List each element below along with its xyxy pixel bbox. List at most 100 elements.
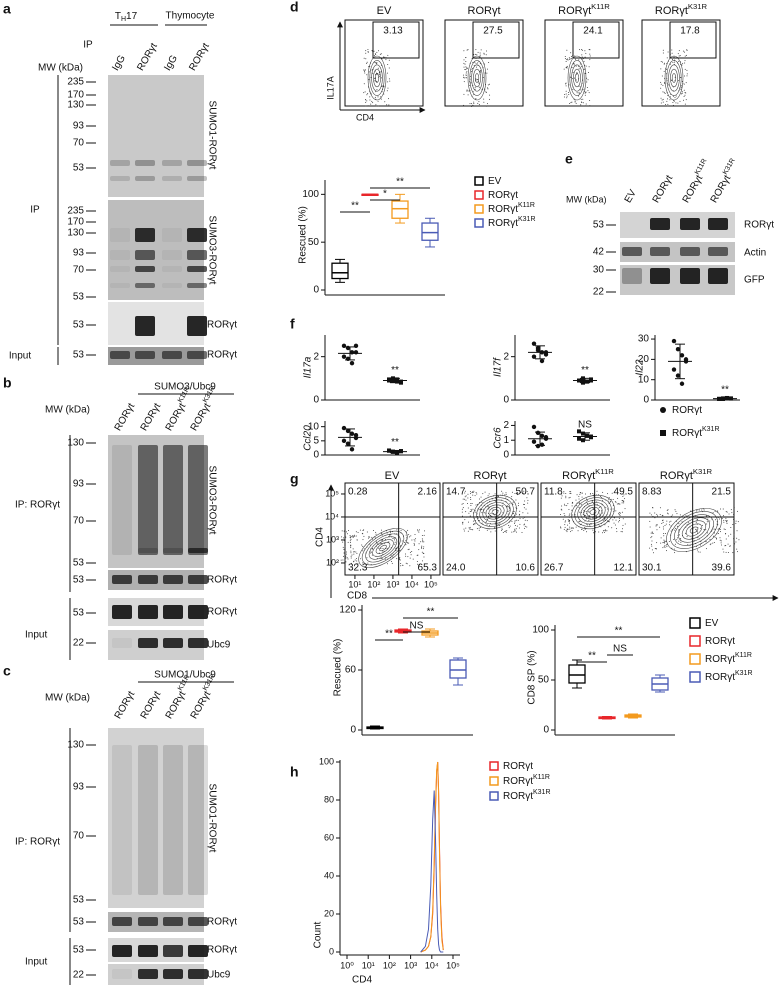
event-dot	[367, 562, 369, 564]
event-dot	[478, 527, 480, 529]
event-dot	[571, 509, 573, 511]
event-dot	[679, 100, 681, 102]
event-dot	[592, 492, 594, 494]
event-dot	[624, 508, 626, 510]
event-dot	[683, 96, 685, 98]
event-dot	[481, 501, 483, 503]
event-dot	[381, 558, 383, 560]
event-dot	[472, 84, 474, 86]
event-dot	[526, 491, 528, 493]
legend-marker	[660, 407, 666, 413]
event-dot	[663, 546, 665, 548]
event-dot	[570, 102, 572, 104]
event-dot	[353, 551, 355, 553]
event-dot	[485, 91, 487, 93]
contour	[365, 533, 401, 563]
event-dot	[702, 508, 704, 510]
event-dot	[477, 509, 479, 511]
gate	[669, 21, 717, 59]
event-dot	[494, 522, 496, 524]
event-dot	[668, 540, 670, 542]
event-dot	[479, 52, 481, 54]
band	[112, 969, 132, 979]
event-dot	[378, 76, 380, 78]
event-dot	[566, 59, 568, 61]
label-part: K31R	[688, 2, 708, 11]
blot-label: SUMO1-RORγt	[206, 784, 217, 853]
event-dot	[345, 555, 347, 557]
event-dot	[388, 59, 390, 61]
event-dot	[618, 513, 620, 515]
event-dot	[461, 511, 463, 513]
event-dot	[729, 545, 731, 547]
legend-label: RORγtK11R	[488, 202, 535, 215]
event-dot	[387, 54, 389, 56]
band	[163, 917, 183, 926]
event-dot	[565, 61, 567, 63]
data-point	[683, 357, 689, 362]
event-dot	[618, 503, 620, 505]
band	[188, 445, 208, 555]
event-dot	[685, 92, 687, 94]
event-dot	[686, 75, 688, 77]
event-dot	[478, 61, 480, 63]
event-dot	[492, 509, 494, 511]
event-dot	[564, 514, 566, 516]
contour	[589, 509, 597, 515]
contour	[681, 520, 707, 540]
event-dot	[463, 81, 465, 83]
event-dot	[381, 58, 383, 60]
group-label: Thymocyte	[166, 11, 215, 22]
band	[187, 250, 207, 260]
label-part: EV	[488, 176, 502, 187]
band	[112, 638, 132, 648]
event-dot	[352, 536, 354, 538]
event-dot	[355, 557, 357, 559]
event-dot	[371, 554, 373, 556]
event-dot	[347, 541, 349, 543]
event-dot	[582, 98, 584, 100]
event-dot	[712, 512, 714, 514]
band	[112, 917, 132, 926]
event-dot	[663, 535, 665, 537]
event-dot	[595, 517, 597, 519]
event-dot	[667, 509, 669, 511]
band	[188, 745, 208, 895]
event-dot	[674, 527, 676, 529]
event-dot	[401, 540, 403, 542]
event-dot	[730, 533, 732, 535]
event-dot	[681, 92, 683, 94]
event-dot	[423, 534, 425, 536]
event-dot	[377, 96, 379, 98]
event-dot	[511, 520, 513, 522]
event-dot	[519, 518, 521, 520]
event-dot	[470, 69, 472, 71]
event-dot	[490, 512, 492, 514]
label-part: RORγt	[708, 173, 733, 205]
event-dot	[370, 69, 372, 71]
event-dot	[479, 501, 481, 503]
event-dot	[725, 551, 727, 553]
event-dot	[465, 495, 467, 497]
band	[188, 969, 208, 979]
event-dot	[350, 562, 352, 564]
event-dot	[391, 562, 393, 564]
event-dot	[471, 95, 473, 97]
event-dot	[522, 517, 524, 519]
event-dot	[477, 508, 479, 510]
event-dot	[722, 548, 724, 550]
event-dot	[377, 67, 379, 69]
event-dot	[666, 544, 668, 546]
event-dot	[388, 536, 390, 538]
significance-label: **	[396, 177, 404, 188]
event-dot	[588, 92, 590, 94]
event-dot	[372, 538, 374, 540]
event-dot	[468, 90, 470, 92]
event-dot	[583, 506, 585, 508]
x-tick-label: 10²	[383, 960, 396, 970]
event-dot	[423, 541, 425, 543]
event-dot	[474, 61, 476, 63]
event-dot	[471, 491, 473, 493]
plot-title: RORγtK11R	[562, 467, 614, 482]
event-dot	[463, 74, 465, 76]
